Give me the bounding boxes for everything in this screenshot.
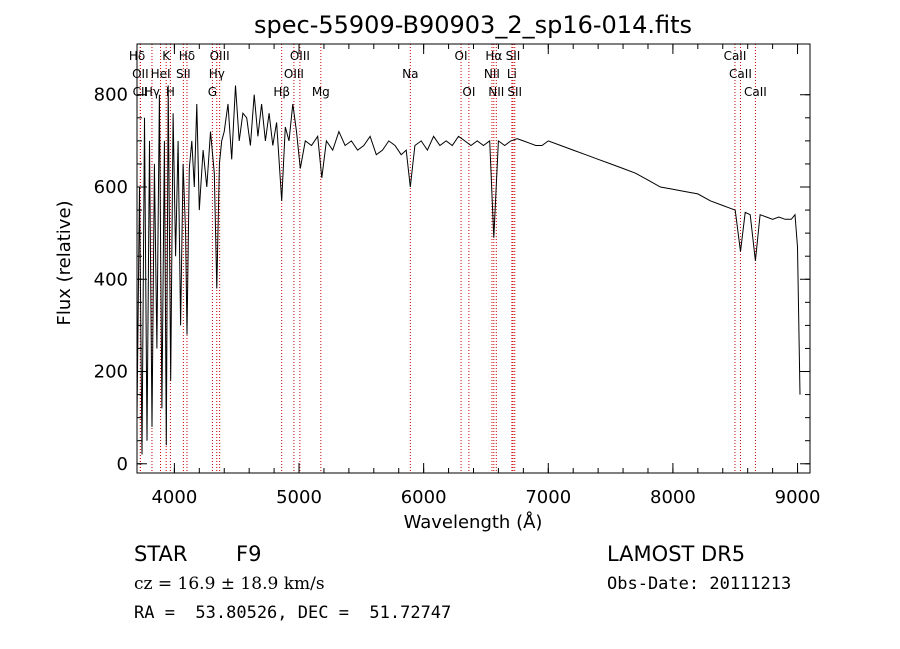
line-label-3: OIII [210, 49, 230, 63]
line-label-6: Hα [485, 49, 502, 63]
y-tick-label-4: 800 [94, 85, 128, 106]
line-label-15: NII [484, 67, 500, 81]
line-label-9: OII [132, 67, 149, 81]
line-label-7: SII [506, 49, 521, 63]
line-label-23: Mg [312, 85, 330, 99]
line-label-25: NII [488, 85, 504, 99]
spectrum-series-line [136, 85, 801, 455]
spectrum-chart: spec-55909-B90903_2_sp16-014.fits Hδ K Hδ O… [54, 11, 820, 533]
line-label-10: HeI [151, 67, 171, 81]
chart-title: spec-55909-B90903_2_sp16-014.fits [254, 11, 692, 39]
redshift-velocity: cz = 16.9 ± 18.9 km/s [134, 574, 325, 594]
line-label-12: Hγ [209, 67, 225, 81]
x-tick-label-0: 4000 [151, 487, 197, 508]
line-label-1: K [162, 49, 171, 63]
line-label-2: Hδ [179, 49, 195, 63]
object-class: STAR [134, 542, 188, 566]
spectral-line-markers [136, 44, 756, 473]
line-label-8: CaII [724, 49, 747, 63]
line-label-27: CaII [744, 85, 767, 99]
x-tick-label-1: 5000 [276, 487, 322, 508]
line-label-18: CII [133, 85, 148, 99]
line-label-5: OI [455, 49, 468, 63]
line-label-26: SII [507, 85, 522, 99]
y-tick-label-1: 200 [94, 362, 128, 383]
x-tick-label-4: 8000 [650, 487, 696, 508]
y-tick-label-2: 400 [94, 269, 128, 290]
line-label-16: Li [507, 67, 517, 81]
y-tick-label-3: 600 [94, 177, 128, 198]
x-tick-label-3: 7000 [525, 487, 571, 508]
x-axis-label: Wavelength (Å) [404, 511, 543, 533]
line-label-11: SII [176, 67, 191, 81]
line-label-24: OI [462, 85, 475, 99]
line-label-13: OIII [284, 67, 304, 81]
line-label-14: Na [402, 67, 418, 81]
line-label-17: CaII [729, 67, 752, 81]
observation-date: Obs-Date: 20111213 [607, 574, 792, 594]
line-label-20: H [166, 85, 175, 99]
y-axis-label: Flux (relative) [54, 200, 75, 325]
line-label-22: Hβ [273, 85, 290, 99]
plot-frame [136, 43, 811, 474]
x-tick-label-2: 6000 [401, 487, 447, 508]
x-tick-label-5: 9000 [775, 487, 821, 508]
line-label-21: G [208, 85, 217, 99]
line-label-4: OIII [290, 49, 310, 63]
object-subclass: F9 [236, 542, 262, 566]
y-tick-label-0: 0 [117, 454, 128, 475]
y-axis-ticks: 0 200 400 600 800 [94, 85, 810, 475]
x-axis-ticks: 4000 5000 6000 7000 8000 9000 [151, 44, 820, 508]
line-label-19: Hγ [144, 85, 160, 99]
sky-coordinates: RA = 53.80526, DEC = 51.72747 [134, 603, 452, 623]
survey-name: LAMOST DR5 [607, 542, 746, 566]
